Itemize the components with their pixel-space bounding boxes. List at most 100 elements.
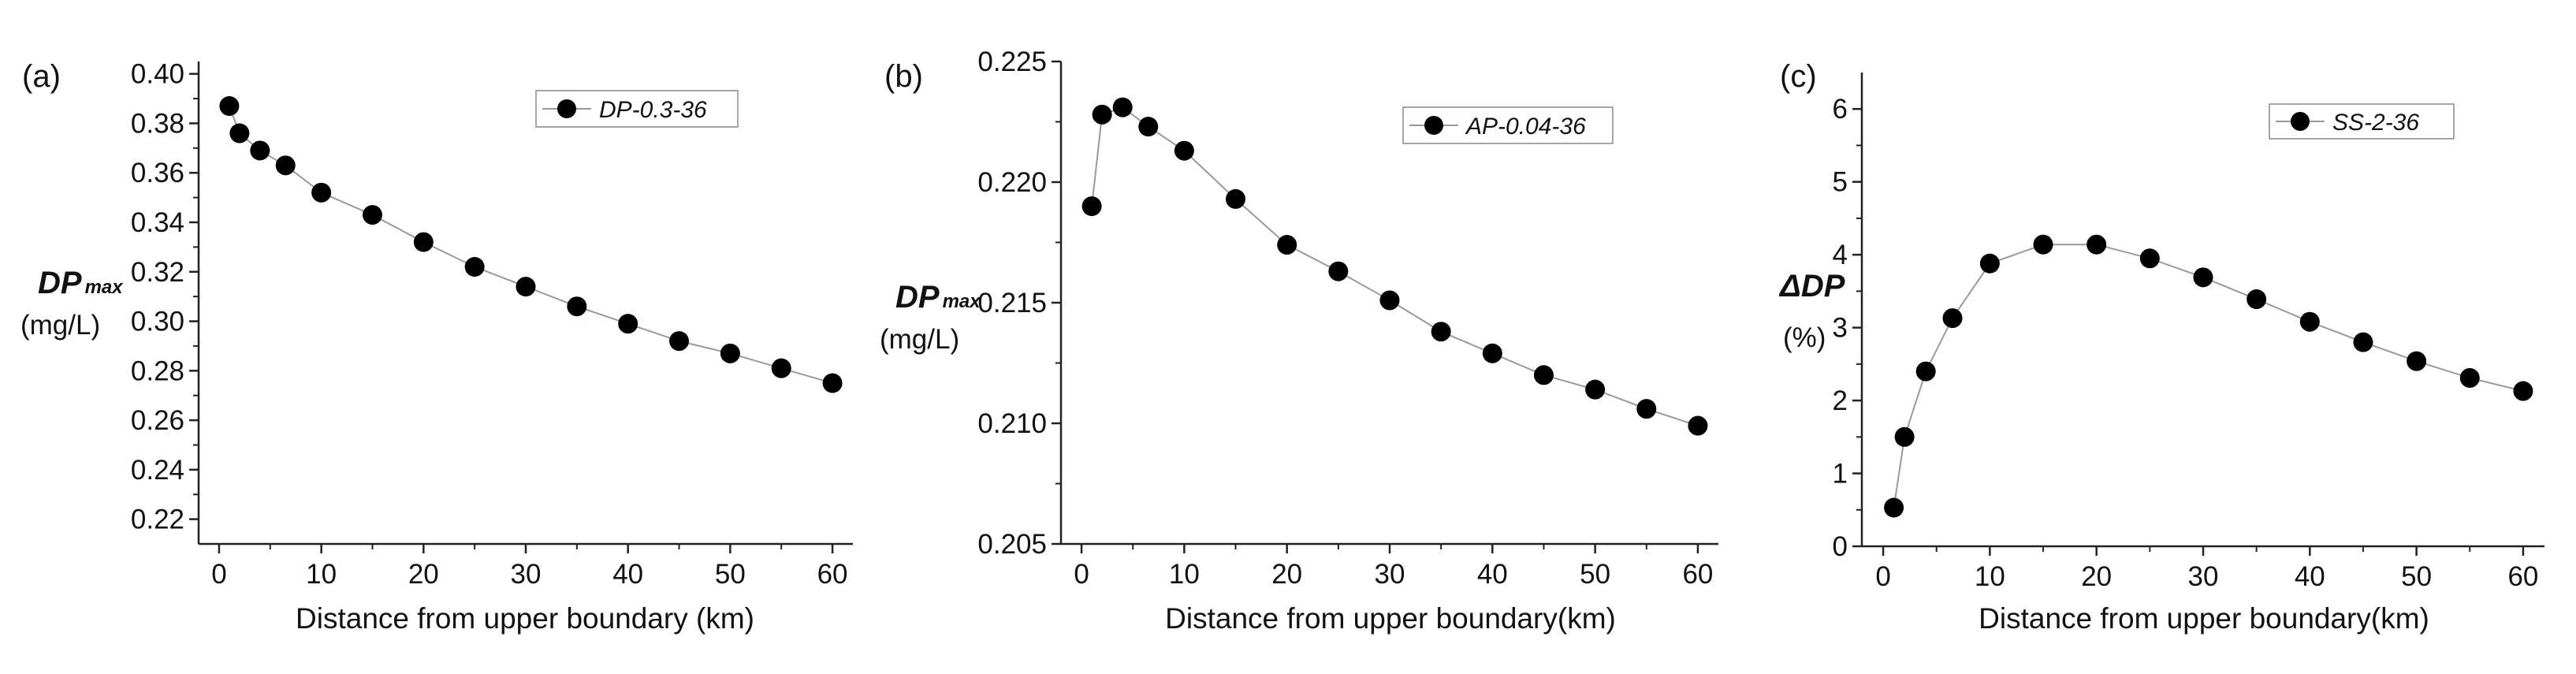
- panel-c-y-tick-label: 0: [1833, 531, 1848, 562]
- panel-a-y-tick-label: 0.36: [131, 158, 184, 188]
- panel-b-data-point: [1482, 343, 1502, 363]
- panel-a-data-point: [822, 373, 843, 393]
- panel-c-plot: 0 10 20 30 40 50 60 0 1 2 3 4 5 6 SS-2-36: [1833, 73, 2544, 592]
- panel-c-ylabel-var: ΔDP: [1778, 269, 1845, 303]
- panel-c-x-tick-label: 40: [2295, 561, 2325, 592]
- panel-c-x-tick-label: 30: [2188, 561, 2219, 592]
- panel-a-y-tick-label: 0.40: [131, 59, 184, 90]
- panel-b-data-point: [1092, 104, 1112, 125]
- panel-a-xlabel: Distance from upper boundary (km): [296, 602, 754, 635]
- panel-a-data-point: [362, 205, 382, 225]
- panel-a-x-tick-label: 10: [306, 559, 337, 590]
- panel-a-y-tick-label: 0.28: [131, 356, 184, 386]
- panel-c-label: (c): [1780, 59, 1817, 94]
- panel-a-y-tick-label: 0.26: [131, 405, 184, 436]
- panel-a-data-point: [771, 358, 791, 378]
- panel-c-data-point: [2299, 311, 2320, 332]
- panel-c-data-point: [2407, 351, 2427, 371]
- panel-b-data-point: [1081, 196, 1102, 217]
- panel-b-x-tick-label: 50: [1580, 559, 1610, 590]
- panel-c-legend-marker: [2291, 112, 2310, 131]
- panel-c-ylabel-unit: (%): [1783, 322, 1826, 353]
- panel-b-x-tick-label: 20: [1271, 559, 1302, 590]
- panel-a-data-point: [618, 314, 638, 334]
- panel-b-x-tick-label: 30: [1375, 559, 1405, 590]
- panel-a-y-tick-label: 0.30: [131, 307, 184, 337]
- panel-a-x-tick-label: 40: [612, 559, 643, 590]
- panel-b-ylabel-unit: (mg/L): [880, 324, 959, 355]
- panel-a-data-point: [250, 140, 270, 161]
- panel-c-data-point: [2139, 248, 2160, 269]
- panel-b-plot: 0 10 20 30 40 50 60 0.205 0.210 0.215 0.220 0.225 AP…: [977, 47, 1718, 590]
- panel-a-y-tick-label: 0.32: [131, 257, 184, 288]
- panel-a-data-point: [229, 123, 250, 143]
- panel-c-data-point: [1915, 361, 1936, 382]
- panel-b-legend-marker: [1424, 116, 1443, 135]
- panel-c-data-point: [2353, 332, 2373, 352]
- panel-a-y-tick-label: 0.34: [131, 207, 184, 238]
- panel-a-y-tick-label: 0.22: [131, 505, 184, 535]
- panel-c-xlabel: Distance from upper boundary(km): [1979, 602, 2429, 635]
- panel-b-data-point: [1138, 117, 1159, 137]
- panel-c-y-tick-label: 4: [1833, 240, 1848, 270]
- panel-b-data-point: [1174, 140, 1194, 161]
- panel-b-data-point: [1533, 365, 1554, 385]
- panel-c-x-tick-label: 20: [2081, 561, 2112, 592]
- panel-b-y-tick-label: 0.205: [977, 529, 1047, 560]
- panel-a-data-point: [311, 182, 332, 203]
- panel-c-data-point: [1942, 308, 1963, 329]
- panel-a-x-tick-label: 20: [408, 559, 439, 590]
- panel-c-ylabel-main: ΔDP: [1778, 269, 1845, 303]
- panel-c-data-point: [2033, 234, 2053, 255]
- panel-c-y-tick-label: 6: [1833, 94, 1848, 125]
- panel-a-legend-label: DP-0.3-36: [599, 97, 707, 123]
- panel-c-data-point: [1884, 497, 1904, 518]
- panel-c-data-point: [2086, 234, 2107, 255]
- panel-a-data-point: [669, 331, 690, 352]
- panel-b-data-point: [1585, 379, 1606, 400]
- panel-a-legend-marker: [557, 99, 576, 118]
- panel-b-data-point: [1688, 415, 1708, 436]
- panel-a-x-tick-label: 50: [715, 559, 746, 590]
- panel-c-data-point: [2459, 367, 2480, 388]
- panel-b-data-point: [1379, 290, 1400, 311]
- panel-a-ylabel-unit: (mg/L): [20, 310, 100, 341]
- panel-b-data-point: [1636, 399, 1657, 419]
- panel-a-data-point: [464, 256, 485, 277]
- panel-a-data-point: [567, 296, 587, 317]
- panel-c-data-point: [2193, 267, 2213, 288]
- panel-a-x-tick-label: 30: [511, 559, 542, 590]
- panel-a-data-point: [219, 95, 240, 116]
- panel-b-ylabel-sub: max: [943, 291, 982, 312]
- panel-a-data-point: [413, 232, 434, 252]
- panel-b-data-point: [1226, 188, 1246, 209]
- panel-c-data-point: [1979, 253, 2000, 274]
- panel-a-y-tick-label: 0.38: [131, 108, 184, 139]
- panel-a-plot: 0 10 20 30 40 50 60 0.22 0.24 0.26 0.28 0.30 0.32 0.3…: [131, 59, 853, 590]
- panel-a-series-line: [228, 106, 833, 384]
- panel-a-data-point: [516, 277, 536, 297]
- panel-a-x-tick-label: 0: [211, 559, 226, 590]
- panel-c-x-tick-label: 0: [1875, 561, 1890, 592]
- panel-c-x-tick-label: 10: [1975, 561, 2005, 592]
- panel-a-ylabel-sub: max: [85, 277, 125, 298]
- panel-b-ylabel-var: DP: [895, 280, 940, 315]
- panel-a-data-point: [720, 343, 740, 363]
- panel-a-data-point: [275, 155, 296, 176]
- panel-a-label: (a): [22, 59, 61, 94]
- panel-c-y-tick-label: 2: [1833, 385, 1848, 416]
- panel-c-x-tick-label: 50: [2401, 561, 2432, 592]
- panel-a-y-tick-label: 0.24: [131, 455, 184, 486]
- panel-c-x-tick-label: 60: [2507, 561, 2538, 592]
- panel-c-legend-label: SS-2-36: [2332, 110, 2419, 136]
- panel-b-y-tick-label: 0.215: [977, 288, 1047, 318]
- panel-b-label: (b): [884, 59, 923, 94]
- panel-b-y-tick-label: 0.210: [977, 408, 1047, 439]
- panel-b-x-tick-label: 10: [1169, 559, 1200, 590]
- panel-a-ylabel-var: DP: [38, 266, 82, 300]
- panel-c-y-tick-label: 5: [1833, 167, 1848, 198]
- panel-c-data-point: [2247, 289, 2267, 310]
- panel-b-x-tick-label: 40: [1477, 559, 1508, 590]
